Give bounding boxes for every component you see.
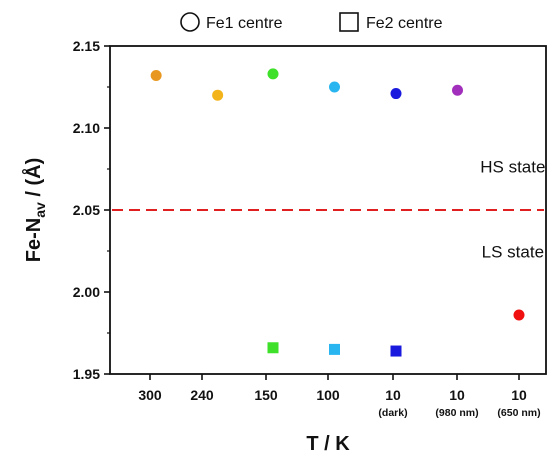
legend: Fe1 centre Fe2 centre bbox=[180, 12, 443, 32]
y-tick-label: 2.15 bbox=[73, 38, 100, 54]
y-axis-title-sub: av bbox=[32, 202, 48, 218]
y-axis-title-main: Fe-N bbox=[23, 218, 45, 262]
x-tick-label: 240 bbox=[190, 387, 214, 403]
fe1-point bbox=[513, 309, 525, 321]
x-tick-sublabel: (dark) bbox=[378, 407, 407, 419]
x-axis-title: T / K bbox=[306, 433, 350, 455]
y-tick-label: 2.10 bbox=[73, 120, 100, 136]
legend-square-marker bbox=[339, 12, 359, 32]
legend-label-fe2: Fe2 centre bbox=[366, 15, 443, 32]
ls-state-label: LS state bbox=[482, 243, 544, 262]
y-tick-label: 2.05 bbox=[73, 202, 100, 218]
x-tick-sublabel: (650 nm) bbox=[497, 407, 540, 419]
fe1-point bbox=[150, 70, 162, 82]
legend-circle-marker bbox=[180, 12, 200, 32]
y-tick-label: 1.95 bbox=[73, 366, 100, 382]
fe2-point bbox=[267, 342, 279, 354]
fe2-point bbox=[329, 343, 340, 355]
x-tick-label: 10 bbox=[449, 387, 465, 403]
y-axis-title: Fe-Nav / (Å) bbox=[21, 158, 48, 262]
x-tick-label: 10 bbox=[385, 387, 401, 403]
fe1-point bbox=[267, 68, 279, 80]
y-tick-label: 2.00 bbox=[73, 284, 100, 300]
y-axis: 1.95 2.00 2.05 2.10 2.15 bbox=[73, 38, 110, 382]
fe1-point bbox=[212, 89, 224, 101]
fe1-point bbox=[452, 84, 463, 96]
x-tick-label: 100 bbox=[316, 387, 340, 403]
annotations: HS state LS state bbox=[480, 157, 545, 261]
y-axis-title-tail: / (Å) bbox=[21, 158, 45, 202]
fe2-point bbox=[390, 345, 402, 357]
legend-label-fe1: Fe1 centre bbox=[206, 15, 283, 32]
data-points bbox=[150, 68, 525, 357]
x-axis: 300 240 150 100 10 (dark) 10 (980 nm) 10 (650 nm) bbox=[138, 374, 541, 419]
fe1-point bbox=[390, 88, 402, 100]
x-tick-label: 10 bbox=[511, 387, 527, 403]
hs-state-label: HS state bbox=[480, 157, 545, 176]
x-tick-label: 300 bbox=[138, 387, 162, 403]
x-tick-sublabel: (980 nm) bbox=[435, 407, 478, 419]
plot-frame bbox=[109, 45, 547, 375]
fe1-point bbox=[329, 81, 340, 93]
x-tick-label: 150 bbox=[254, 387, 278, 403]
